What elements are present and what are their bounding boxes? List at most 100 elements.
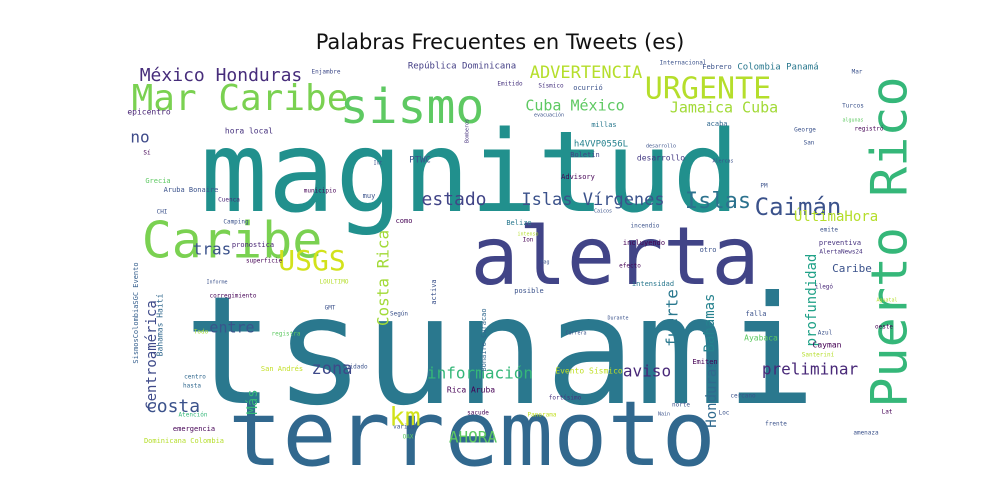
word-sacude: sacude: [467, 410, 489, 417]
word-muy: muy: [363, 192, 376, 200]
word-tras: tras: [193, 240, 232, 259]
word-urgente: URGENTE: [645, 72, 771, 107]
word-loultimo: LOULTIMO: [320, 279, 349, 286]
word-aviso: aviso: [623, 362, 671, 381]
word-mar: Mar: [852, 69, 863, 76]
word-falla: falla: [745, 310, 766, 318]
word-evento-sismico: Evento Sísmico: [555, 367, 623, 376]
word-costa-rica: Costa Rica: [374, 230, 393, 326]
word-epicentro: epicentro: [127, 108, 171, 117]
word-grecia: Grecia: [145, 177, 170, 185]
word-hasta: hasta: [183, 383, 201, 390]
word-magnitud: magnitud: [200, 108, 739, 238]
word-tsunami: tsunami: [184, 265, 816, 439]
chart-title: Palabras Frecuentes en Tweets (es): [315, 30, 685, 54]
word-profundidad: profundidad: [804, 254, 820, 347]
word-lat: Lat: [882, 409, 893, 416]
word-superficie: superficie: [246, 258, 283, 265]
word-todo: Todo: [194, 329, 209, 336]
word-rica-aruba: Rica Aruba: [447, 386, 495, 395]
word-informe: Informe: [206, 280, 227, 286]
word-caribe: Caribe: [142, 212, 323, 270]
word-bomberos: Bomberos: [465, 119, 471, 143]
word-ayabaca: Ayabaca: [744, 334, 778, 343]
word-islas-virgenes: Islas Vírgenes: [521, 190, 664, 210]
word-ocurrio: ocurrió: [573, 84, 603, 92]
word-estado: estado: [421, 189, 486, 210]
word-oeste: oeste: [875, 324, 893, 331]
word-republica-dominicana: República Dominicana: [408, 62, 516, 72]
word-cayman: Cayman: [813, 341, 842, 350]
word-jamaica-cuba: Jamaica Cuba: [670, 99, 778, 117]
word-caiman: Caimán: [755, 193, 842, 221]
word-activa: activa: [430, 279, 438, 304]
word-km: km: [389, 403, 420, 433]
word-ion: Ion: [523, 237, 534, 244]
word-emiten: Emiten: [692, 358, 717, 366]
word-como: como: [396, 217, 413, 225]
word-aguatal: Aguatal: [876, 298, 897, 304]
word-intensidad: intensidad: [632, 280, 674, 288]
word-enjambre: Enjambre: [312, 69, 341, 76]
word-desarrollo: desarrollo: [637, 154, 685, 163]
word-dominicana-colombia: Dominicana Colombia: [144, 437, 224, 445]
word-cuidado: Cuidado: [342, 364, 368, 371]
word-preventiva: preventiva: [819, 239, 861, 247]
word-si: Sí: [143, 150, 151, 157]
word-corregimiento: corregimiento: [210, 293, 257, 300]
word-advertencia: ADVERTENCIA: [530, 63, 643, 83]
word-panorama: Panorama: [528, 412, 557, 419]
word-honduras: Honduras: [704, 360, 720, 427]
word-fuerte: fuerte: [663, 289, 682, 347]
word-zona: zona: [312, 359, 353, 379]
word-posible: posible: [514, 287, 544, 295]
word-costa: costa: [146, 396, 200, 417]
word-fortisimo: fortísimo: [549, 395, 582, 402]
word-ultimahora: ÚltimaHora: [794, 207, 878, 225]
word-advisory: Advisory: [561, 173, 595, 181]
word-pm: PM: [760, 183, 768, 190]
word-durante: Durante: [607, 316, 628, 322]
word-bahamas-haiti: Bahamas Haití: [156, 294, 165, 357]
word-atencion: Atención: [179, 412, 208, 419]
word-entre: entre: [209, 319, 254, 337]
word-otro: otro: [700, 246, 717, 254]
word-registro: registró: [855, 126, 884, 133]
word-cuenca: Cuenca: [218, 197, 240, 204]
word-boletin: Boletín: [570, 151, 600, 159]
word-alertanews24: AlertaNews24: [819, 249, 863, 256]
word-loc: Loc: [719, 410, 730, 417]
word-norte: norte: [672, 402, 690, 409]
word-internacional: Internacional: [660, 60, 707, 67]
word-evacuacion: evacuación: [534, 112, 564, 119]
word-sismo: sismo: [340, 79, 485, 135]
word-incluyendo: incluyendo: [623, 239, 665, 247]
word-islas: Islas: [685, 189, 751, 214]
word-segun: Según: [390, 311, 408, 318]
word-mexico-honduras: México Honduras: [140, 65, 303, 86]
word-acaba: acaba: [706, 120, 727, 128]
word-mas: Más: [245, 389, 261, 414]
word-desarrollo: desarrollo: [646, 144, 676, 150]
word-bonaire-curacao: Bonaire Curacao: [480, 308, 488, 371]
word-bahamas: Bahamas: [702, 293, 718, 352]
word-amenaza: amenaza: [853, 430, 879, 437]
word-emergencia: emergencia: [173, 425, 215, 433]
word-mag: Mag: [540, 260, 549, 266]
word-varias: varias: [393, 424, 415, 431]
word-efecto: efecto: [619, 263, 641, 270]
word-int: Int: [373, 161, 382, 167]
word-oax: OAX: [403, 434, 414, 441]
word-caicos: Caicos: [594, 209, 612, 215]
word-municipio: municipio: [304, 188, 337, 195]
word-emitido: Emitido: [497, 81, 523, 88]
word-terremoto: terremoto: [228, 382, 716, 487]
word-san: San: [804, 140, 815, 147]
word-gmt: GMT: [325, 305, 336, 312]
word-puerto-rico: Puerto Rico: [861, 76, 919, 407]
word-azul: Azul: [818, 330, 833, 337]
word-pronostica: pronostica: [232, 241, 274, 249]
word-alerta: alerta: [471, 210, 760, 303]
word-registra: registra: [272, 331, 301, 338]
